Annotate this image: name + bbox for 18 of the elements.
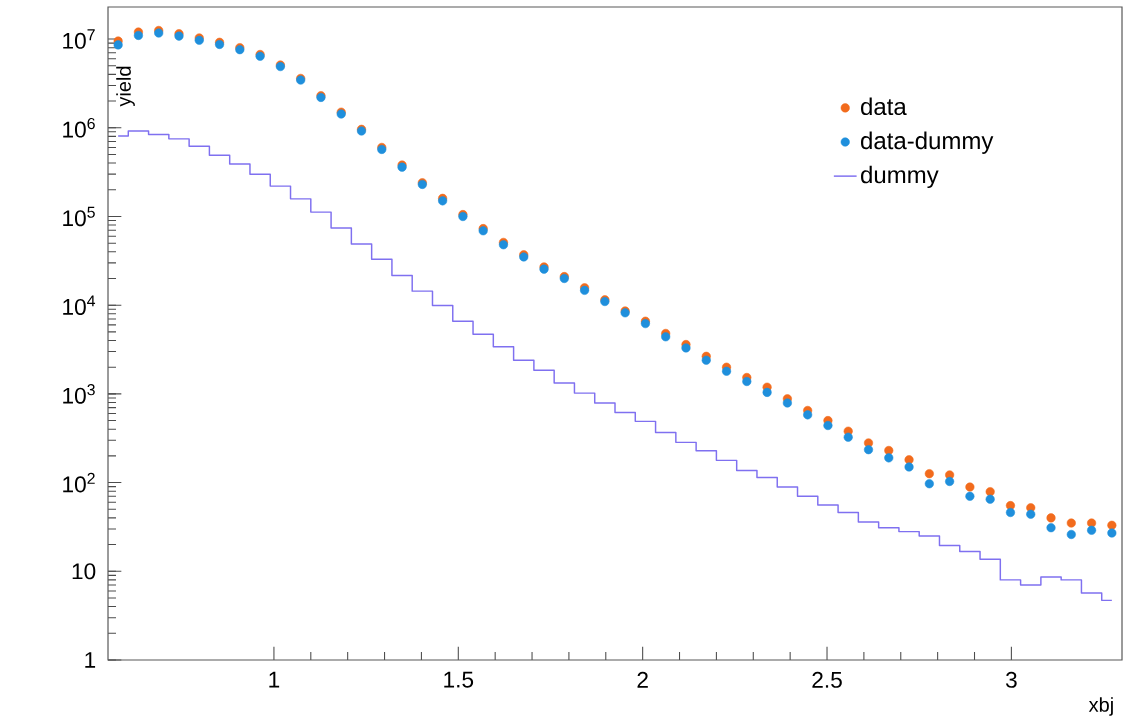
- x-tick-label: 3: [1005, 671, 1017, 688]
- legend-label: data: [861, 97, 907, 116]
- legend-label: dummy: [861, 165, 939, 189]
- x-tick-label: 1: [269, 671, 280, 688]
- y-tick-label: 10$^{6}$: [63, 117, 95, 138]
- y-tick-label: 10$^{3}$: [63, 384, 95, 404]
- legend-label: data-dummy: [861, 131, 994, 154]
- y-tick-label: 1: [85, 652, 96, 668]
- x-tick-label: 2.5: [812, 671, 842, 688]
- y-axis-title: yield: [116, 66, 135, 107]
- y-tick-label: 10$^{5}$: [63, 206, 95, 227]
- y-tick-label: 10: [72, 563, 96, 580]
- y-tick-label: 10$^{4}$: [63, 295, 96, 315]
- x-tick-label: 1.5: [444, 671, 474, 688]
- x-axis-title: xbj: [1088, 697, 1113, 716]
- y-tick-label: 10$^{2}$: [63, 472, 95, 493]
- y-tick-label: 10$^{7}$: [63, 29, 95, 49]
- x-tick-label: 2: [637, 671, 648, 688]
